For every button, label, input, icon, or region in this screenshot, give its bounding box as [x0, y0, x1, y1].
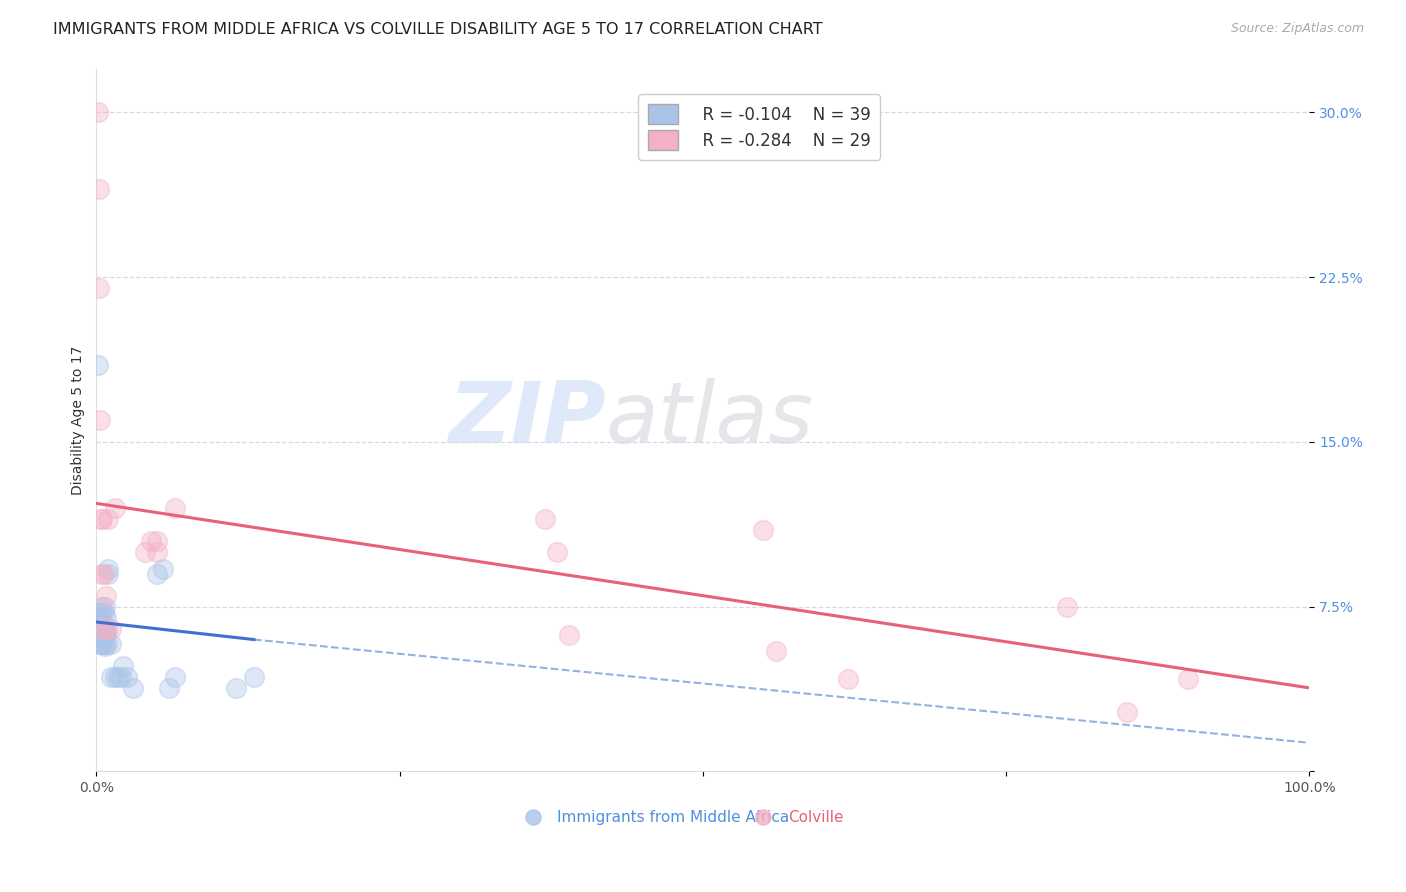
- Text: Immigrants from Middle Africa: Immigrants from Middle Africa: [557, 810, 790, 824]
- Point: [97, 566, 120, 581]
- Point: [1056, 599, 1078, 614]
- Point: [94, 626, 117, 640]
- Point: [91, 626, 114, 640]
- Point: [94, 639, 117, 653]
- Point: [100, 670, 122, 684]
- Text: atlas: atlas: [606, 378, 814, 461]
- Point: [152, 562, 174, 576]
- Point: [91, 566, 114, 581]
- Point: [100, 637, 122, 651]
- Point: [165, 500, 187, 515]
- Point: [86, 358, 108, 372]
- Point: [243, 670, 266, 684]
- Point: [103, 670, 125, 684]
- Point: [91, 599, 114, 614]
- Point: [94, 589, 117, 603]
- Point: [94, 610, 117, 624]
- Point: [97, 562, 120, 576]
- Point: [93, 637, 115, 651]
- Point: [103, 500, 125, 515]
- Point: [837, 672, 859, 686]
- Point: [1177, 672, 1199, 686]
- Point: [146, 566, 169, 581]
- Point: [110, 670, 132, 684]
- Point: [89, 413, 111, 427]
- Point: [121, 681, 143, 695]
- Point: [157, 681, 180, 695]
- Point: [86, 105, 108, 120]
- Legend:   R = -0.104    N = 39,   R = -0.284    N = 29: R = -0.104 N = 39, R = -0.284 N = 29: [638, 95, 880, 160]
- Point: [90, 606, 112, 620]
- Point: [96, 637, 118, 651]
- Point: [90, 622, 112, 636]
- Point: [115, 670, 138, 684]
- Point: [134, 545, 156, 559]
- Point: [89, 622, 111, 636]
- Point: [87, 182, 110, 196]
- Point: [91, 512, 114, 526]
- Point: [90, 637, 112, 651]
- Point: [112, 659, 135, 673]
- Point: [534, 512, 557, 526]
- Point: [93, 606, 115, 620]
- Point: [89, 606, 111, 620]
- Y-axis label: Disability Age 5 to 17: Disability Age 5 to 17: [72, 345, 86, 495]
- Point: [91, 637, 114, 651]
- Point: [100, 622, 122, 636]
- Point: [558, 628, 581, 642]
- Point: [765, 643, 787, 657]
- Point: [1116, 705, 1139, 719]
- Point: [90, 512, 112, 526]
- Point: [90, 622, 112, 636]
- Point: [91, 615, 114, 629]
- Point: [93, 566, 115, 581]
- Point: [93, 622, 115, 636]
- Point: [89, 637, 111, 651]
- Point: [752, 523, 775, 537]
- Point: [97, 512, 120, 526]
- Point: [94, 599, 117, 614]
- Point: [87, 610, 110, 624]
- Text: Source: ZipAtlas.com: Source: ZipAtlas.com: [1230, 22, 1364, 36]
- Point: [96, 622, 118, 636]
- Point: [225, 681, 247, 695]
- Text: Colville: Colville: [787, 810, 844, 824]
- Point: [94, 626, 117, 640]
- Point: [146, 533, 169, 548]
- Point: [165, 670, 187, 684]
- Text: ZIP: ZIP: [449, 378, 606, 461]
- Text: IMMIGRANTS FROM MIDDLE AFRICA VS COLVILLE DISABILITY AGE 5 TO 17 CORRELATION CHA: IMMIGRANTS FROM MIDDLE AFRICA VS COLVILL…: [53, 22, 823, 37]
- Point: [146, 545, 169, 559]
- Point: [87, 281, 110, 295]
- Point: [94, 622, 117, 636]
- Point: [87, 622, 110, 636]
- Point: [107, 670, 129, 684]
- Point: [139, 533, 162, 548]
- Point: [546, 545, 568, 559]
